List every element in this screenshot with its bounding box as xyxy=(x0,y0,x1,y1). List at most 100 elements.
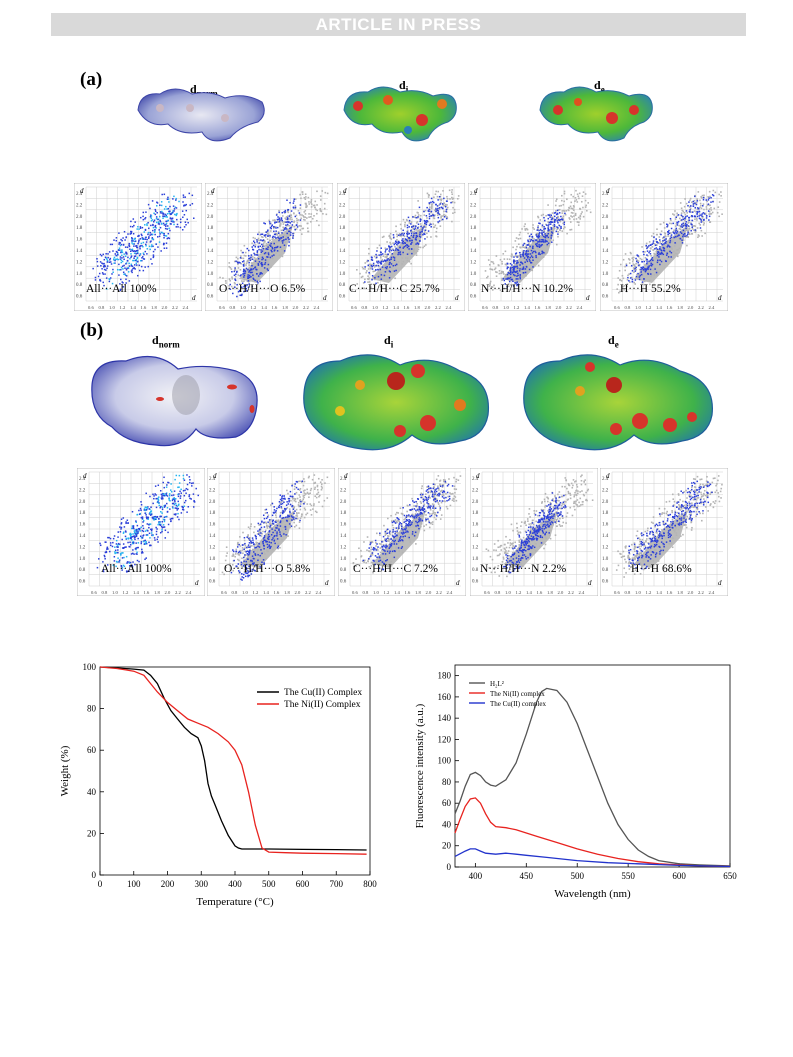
fingerprint-plot: 2.4 2.2 2.0 1.8 1.6 1.4 1.2 1.0 0.8 0.6 0.6 0.8 1.0 1… xyxy=(207,468,335,596)
x-tick-label: 450 xyxy=(520,871,534,881)
panel-b-label: (b) xyxy=(80,320,104,341)
panel-b-de-surface xyxy=(523,354,713,451)
fingerprint-tick: 1.2 xyxy=(76,260,83,265)
fingerprint-tick: 2.4 xyxy=(446,305,452,310)
fingerprint-tick: 2.2 xyxy=(436,590,442,595)
fingerprint-axis-label: d xyxy=(192,294,196,302)
fingerprint-tick: 1.2 xyxy=(516,590,522,595)
fingerprint-tick: 2.0 xyxy=(426,590,432,595)
fingerprint-axis-label: d xyxy=(606,472,610,480)
fingerprint-tick: 2.4 xyxy=(207,192,214,197)
fingerprint-tick: 1.6 xyxy=(207,238,214,243)
fingerprint-scatter xyxy=(615,475,723,578)
fingerprint-label: C···H/H···C 7.2% xyxy=(353,563,438,575)
fingerprint-tick: 0.6 xyxy=(472,580,479,585)
fingerprint-tick: 0.6 xyxy=(209,580,216,585)
fingerprint-tick: 2.2 xyxy=(566,305,572,310)
fingerprint-tick: 1.4 xyxy=(209,534,216,539)
x-tick-label: 800 xyxy=(363,879,377,889)
fingerprint-tick: 2.2 xyxy=(602,203,609,208)
y-tick-label: 80 xyxy=(87,704,97,714)
fingerprint-tick: 2.0 xyxy=(207,215,214,220)
fingerprint-tick: 1.0 xyxy=(76,272,83,277)
fingerprint-label: C···H/H···C 25.7% xyxy=(349,283,440,295)
fingerprint-tick: 0.8 xyxy=(472,568,479,573)
series-line xyxy=(454,797,731,868)
fingerprint-tick: 1.0 xyxy=(503,305,509,310)
fingerprint-axis-label: d xyxy=(718,579,722,587)
fingerprint-tick: 1.8 xyxy=(151,305,157,310)
series-line xyxy=(99,666,367,855)
fingerprint-tick: 2.4 xyxy=(709,590,715,595)
fingerprint-tick: 1.0 xyxy=(505,590,511,595)
fingerprint-tick: 1.0 xyxy=(470,272,477,277)
fingerprint-axis-label: d xyxy=(455,294,459,302)
fingerprint-tick: 0.8 xyxy=(339,283,346,288)
fingerprint-tick: 0.8 xyxy=(232,590,238,595)
fingerprint-tick: 1.2 xyxy=(253,590,259,595)
fingerprint-tick: 2.2 xyxy=(472,488,479,493)
fingerprint-tick: 1.6 xyxy=(79,523,86,528)
fingerprint-tick: 1.8 xyxy=(602,511,609,516)
fingerprint-tick: 1.4 xyxy=(76,249,83,254)
x-tick-label: 600 xyxy=(296,879,310,889)
fingerprint-tick: 2.0 xyxy=(556,305,562,310)
fingerprint-tick: 0.6 xyxy=(482,305,488,310)
fingerprint-tick: 1.0 xyxy=(240,305,246,310)
fingerprint-tick: 0.6 xyxy=(79,580,86,585)
fingerprint-tick: 0.8 xyxy=(625,305,631,310)
x-tick-label: 550 xyxy=(621,871,635,881)
fingerprint-tick: 0.6 xyxy=(221,590,227,595)
fingerprint-tick: 2.4 xyxy=(340,477,347,482)
fingerprint-tick: 1.8 xyxy=(284,590,290,595)
fingerprint-label: O···H/H···O 5.8% xyxy=(224,563,311,575)
fingerprint-tick: 1.0 xyxy=(602,557,609,562)
panel-b-dnorm-surface xyxy=(91,355,258,447)
panel-a-di-title: di xyxy=(399,78,409,95)
fingerprint-tick: 2.4 xyxy=(79,477,86,482)
fingerprint-label: N···H/H···N 2.2% xyxy=(480,563,567,575)
fingerprint-tick: 1.4 xyxy=(133,590,139,595)
fingerprint-tick: 2.4 xyxy=(447,590,453,595)
fingerprint-tick: 1.4 xyxy=(472,534,479,539)
series-line xyxy=(454,687,731,867)
fingerprint-tick: 2.0 xyxy=(293,305,299,310)
fingerprint-axis-label: d xyxy=(325,579,329,587)
panel-a-de-surface xyxy=(539,86,653,142)
panel-b-di-title: di xyxy=(384,333,394,350)
fingerprint-tick: 0.8 xyxy=(362,305,368,310)
x-tick-label: 400 xyxy=(469,871,483,881)
fingerprint-tick: 1.6 xyxy=(141,305,147,310)
fingerprint-tick: 0.8 xyxy=(207,283,214,288)
fingerprint-scatter xyxy=(352,475,462,574)
fingerprint-tick: 0.6 xyxy=(351,305,357,310)
x-tick-label: 700 xyxy=(330,879,344,889)
fingerprint-scatter xyxy=(485,474,594,578)
x-tick-label: 500 xyxy=(262,879,276,889)
fingerprint-tick: 2.0 xyxy=(425,305,431,310)
fingerprint-tick: 1.8 xyxy=(470,226,477,231)
fingerprint-tick: 1.4 xyxy=(470,249,477,254)
fingerprint-tick: 1.4 xyxy=(602,534,609,539)
fingerprint-tick: 2.0 xyxy=(340,500,347,505)
fingerprint-tick: 1.2 xyxy=(602,545,609,550)
fingerprint-tick: 2.2 xyxy=(172,305,178,310)
fingerprint-tick: 2.4 xyxy=(602,477,609,482)
y-tick-label: 60 xyxy=(442,798,452,808)
fingerprint-label: All···All 100% xyxy=(86,283,157,295)
fingerprint-tick: 0.8 xyxy=(625,590,631,595)
x-tick-label: 600 xyxy=(672,871,686,881)
fingerprint-tick: 0.6 xyxy=(602,580,609,585)
y-tick-label: 60 xyxy=(87,745,97,755)
fingerprint-axis-label: d xyxy=(323,294,327,302)
fingerprint-tick: 0.8 xyxy=(102,590,108,595)
fingerprint-axis-label: d xyxy=(586,294,590,302)
y-tick-label: 80 xyxy=(442,777,452,787)
fingerprint-tick: 1.8 xyxy=(602,226,609,231)
y-tick-label: 40 xyxy=(87,787,97,797)
fingerprint-tick: 1.2 xyxy=(339,260,346,265)
fingerprint-tick: 2.2 xyxy=(340,488,347,493)
fingerprint-tick: 1.2 xyxy=(472,545,479,550)
y-tick-label: 0 xyxy=(92,870,97,880)
fingerprint-label: O···H/H···O 6.5% xyxy=(219,283,306,295)
